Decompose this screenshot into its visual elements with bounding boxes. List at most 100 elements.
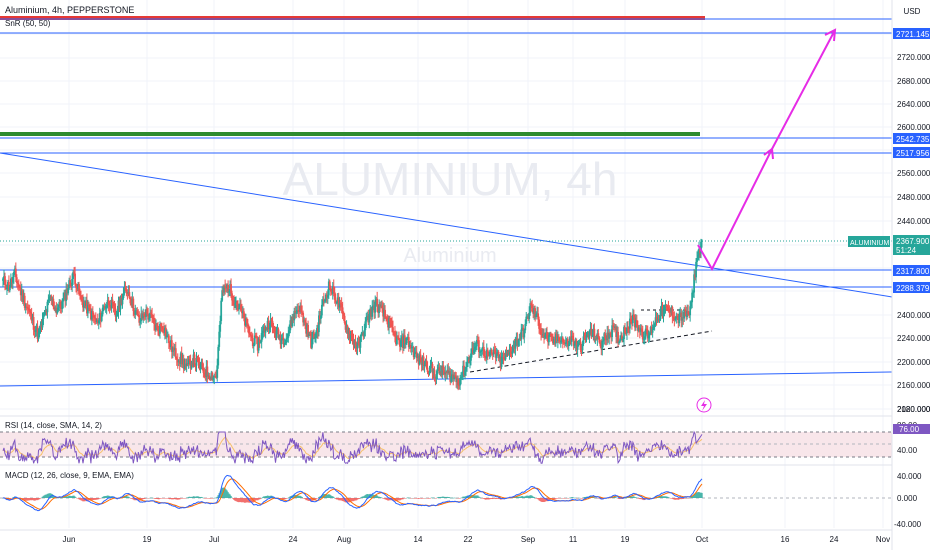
candle-body[interactable] — [471, 348, 473, 354]
candle-body[interactable] — [230, 284, 232, 294]
candle-body[interactable] — [689, 306, 692, 316]
candle-body[interactable] — [363, 330, 366, 337]
candle-body[interactable] — [67, 288, 70, 294]
candle-body[interactable] — [326, 295, 329, 298]
candle-body[interactable] — [527, 316, 530, 319]
candle-body[interactable] — [298, 310, 301, 312]
candle-body[interactable] — [370, 308, 373, 317]
candle-body[interactable] — [178, 360, 181, 364]
candle-body[interactable] — [631, 314, 634, 324]
candle-body[interactable] — [237, 305, 239, 309]
candle-body[interactable] — [59, 301, 62, 307]
projection-path[interactable] — [697, 28, 837, 272]
resistance-zone-red[interactable] — [0, 16, 705, 20]
candle-body[interactable] — [181, 359, 184, 365]
candle-body[interactable] — [503, 358, 506, 360]
candle-body[interactable] — [76, 287, 78, 289]
candle-body[interactable] — [423, 364, 426, 366]
candle-body[interactable] — [87, 305, 90, 308]
candle-body[interactable] — [119, 297, 122, 310]
candle-body[interactable] — [19, 288, 22, 296]
candle-body[interactable] — [242, 311, 245, 318]
candle-body[interactable] — [538, 319, 540, 329]
candle-body[interactable] — [462, 365, 464, 377]
candle-body[interactable] — [458, 385, 461, 387]
indicator-title[interactable]: SnR (50, 50) — [5, 19, 51, 28]
candle-body[interactable] — [226, 284, 229, 289]
candle-body[interactable] — [412, 347, 415, 358]
candle-body[interactable] — [661, 305, 664, 317]
candle-body[interactable] — [493, 349, 496, 353]
candle-body[interactable] — [442, 365, 445, 371]
candle-body[interactable] — [339, 302, 342, 305]
candle-body[interactable] — [3, 276, 5, 279]
candle-body[interactable] — [127, 291, 130, 294]
candle-body[interactable] — [7, 281, 9, 288]
candle-body[interactable] — [26, 307, 29, 309]
candle-body[interactable] — [376, 298, 379, 306]
candle-body[interactable] — [32, 317, 35, 330]
candle-body[interactable] — [359, 336, 362, 348]
candle-body[interactable] — [398, 340, 401, 347]
candle-body[interactable] — [455, 376, 458, 383]
candle-body[interactable] — [622, 339, 624, 341]
candle-body[interactable] — [566, 339, 569, 347]
candle-body[interactable] — [347, 329, 350, 334]
candle-body[interactable] — [279, 335, 282, 345]
descending-trendline[interactable] — [0, 152, 893, 298]
candle-body[interactable] — [540, 329, 542, 335]
candle-body[interactable] — [136, 310, 139, 315]
candle-body[interactable] — [410, 347, 413, 349]
candle-body[interactable] — [564, 343, 567, 345]
support-trendline[interactable] — [0, 371, 893, 387]
candle-body[interactable] — [364, 321, 367, 331]
candle-body[interactable] — [480, 349, 483, 351]
candle-body[interactable] — [36, 326, 39, 339]
candle-body[interactable] — [12, 272, 15, 277]
candle-body[interactable] — [452, 374, 455, 380]
candle-body[interactable] — [188, 359, 191, 361]
candle-body[interactable] — [319, 315, 321, 320]
candle-body[interactable] — [302, 312, 305, 323]
candle-body[interactable] — [152, 317, 154, 319]
candle-body[interactable] — [185, 363, 188, 366]
candle-body[interactable] — [100, 314, 103, 321]
candle-body[interactable] — [328, 281, 331, 289]
candle-body[interactable] — [352, 338, 355, 346]
candle-body[interactable] — [337, 297, 340, 308]
candle-body[interactable] — [432, 369, 435, 374]
candle-body[interactable] — [183, 364, 186, 369]
candle-body[interactable] — [272, 327, 275, 329]
candle-body[interactable] — [175, 358, 178, 360]
candle-body[interactable] — [604, 333, 607, 339]
candle-body[interactable] — [591, 335, 594, 337]
candle-body[interactable] — [52, 298, 55, 307]
candle-body[interactable] — [491, 353, 494, 355]
candle-body[interactable] — [558, 340, 561, 342]
candle-body[interactable] — [233, 301, 235, 304]
candle-body[interactable] — [470, 353, 472, 361]
candle-body[interactable] — [610, 333, 613, 338]
candle-body[interactable] — [533, 308, 536, 314]
rsi-title[interactable]: RSI (14, close, SMA, 14, 2) — [5, 421, 102, 430]
candle-body[interactable] — [9, 278, 12, 287]
candle-body[interactable] — [284, 343, 287, 345]
candle-body[interactable] — [149, 312, 152, 319]
candle-body[interactable] — [510, 352, 513, 354]
candle-body[interactable] — [585, 335, 588, 340]
candle-body[interactable] — [427, 371, 430, 374]
candle-body[interactable] — [315, 332, 317, 338]
candle-body[interactable] — [141, 313, 144, 319]
candle-body[interactable] — [224, 286, 227, 288]
candle-body[interactable] — [267, 320, 270, 330]
candle-body[interactable] — [693, 274, 696, 293]
candle-body[interactable] — [210, 372, 213, 380]
candle-body[interactable] — [251, 338, 254, 346]
candle-body[interactable] — [332, 286, 335, 293]
candle-body[interactable] — [636, 326, 639, 331]
candle-body[interactable] — [5, 284, 7, 289]
candle-body[interactable] — [375, 298, 378, 302]
candle-body[interactable] — [614, 326, 617, 328]
candle-body[interactable] — [300, 305, 303, 313]
candle-body[interactable] — [14, 268, 17, 278]
